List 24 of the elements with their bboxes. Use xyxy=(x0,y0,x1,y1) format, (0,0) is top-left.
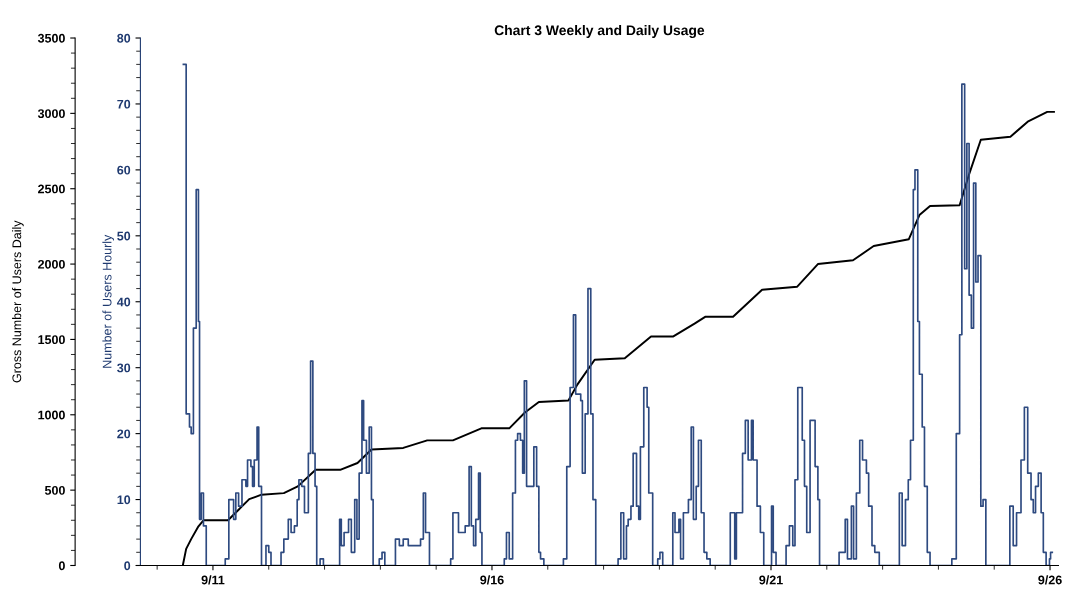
y2-tick-label: 3500 xyxy=(37,33,65,43)
y2-tick-label: 1000 xyxy=(38,410,65,420)
y-tick-label: 30 xyxy=(117,363,131,373)
y-tick-label: 50 xyxy=(117,231,131,241)
y-tick-label: 20 xyxy=(117,429,131,439)
y-tick-label: 70 xyxy=(117,99,131,109)
y-tick-label: 60 xyxy=(117,165,131,175)
x-tick-label: 9/26 xyxy=(1038,575,1062,585)
chart-title: Chart 3 Weekly and Daily Usage xyxy=(494,25,705,39)
y-tick-label: 10 xyxy=(117,495,131,505)
y2-tick-label: 1500 xyxy=(38,335,65,345)
y-tick-label: 0 xyxy=(124,561,131,571)
y2-axis-title: Gross Number of Users Daily xyxy=(12,220,24,383)
y2-tick-label: 3000 xyxy=(37,109,65,119)
y-tick-label: 40 xyxy=(116,297,131,307)
x-tick-label: 9/16 xyxy=(480,575,504,585)
y-tick-label: 80 xyxy=(117,33,131,43)
y2-tick-label: 0 xyxy=(58,561,65,571)
y-axis-title: Number of Users Hourly xyxy=(102,234,114,368)
x-tick-label: 9/21 xyxy=(759,575,783,585)
y2-tick-label: 2000 xyxy=(38,259,65,269)
y2-tick-label: 2500 xyxy=(38,184,65,194)
x-tick-label: 9/11 xyxy=(201,575,225,585)
y2-tick-label: 500 xyxy=(44,485,65,495)
